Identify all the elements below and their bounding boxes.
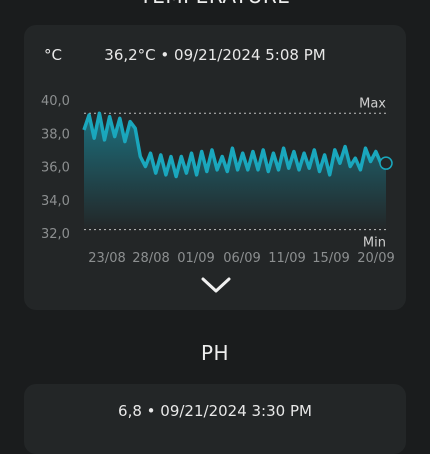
y-tick-label: 32,0 xyxy=(41,227,70,242)
y-tick-label: 40,0 xyxy=(41,94,70,109)
temperature-card: °C 36,2°C • 09/21/2024 5:08 PM 40,0 38,0 3… xyxy=(24,25,406,310)
temperature-unit: °C xyxy=(44,46,62,64)
temperature-reading: 36,2°C • 09/21/2024 5:08 PM xyxy=(104,46,326,64)
x-tick-label: 23/08 xyxy=(88,251,125,266)
temperature-chart: 40,0 38,0 36,0 34,0 32,0 23/08 28/08 01/09 06/0… xyxy=(41,94,395,266)
x-tick-label: 01/09 xyxy=(177,251,214,266)
ph-title: PH xyxy=(200,341,230,365)
max-label: Max xyxy=(359,96,386,111)
x-tick-label: 15/09 xyxy=(312,251,349,266)
chart-area-fill xyxy=(84,113,386,230)
x-tick-label: 28/08 xyxy=(132,251,169,266)
y-tick-label: 34,0 xyxy=(41,194,70,209)
ph-card: 6,8 • 09/21/2024 3:30 PM xyxy=(24,384,406,454)
temperature-title: TEMPERATURE xyxy=(0,0,430,8)
min-label: Min xyxy=(363,236,386,251)
y-tick-label: 38,0 xyxy=(41,127,70,142)
chart-series-line xyxy=(82,111,386,179)
chevron-down-icon[interactable] xyxy=(200,275,232,295)
x-tick-label: 06/09 xyxy=(223,251,260,266)
x-tick-label: 11/09 xyxy=(268,251,305,266)
y-tick-label: 36,0 xyxy=(41,161,70,176)
x-tick-label: 20/09 xyxy=(357,251,394,266)
chart-last-point[interactable] xyxy=(379,156,393,170)
ph-reading: 6,8 • 09/21/2024 3:30 PM xyxy=(118,402,312,420)
